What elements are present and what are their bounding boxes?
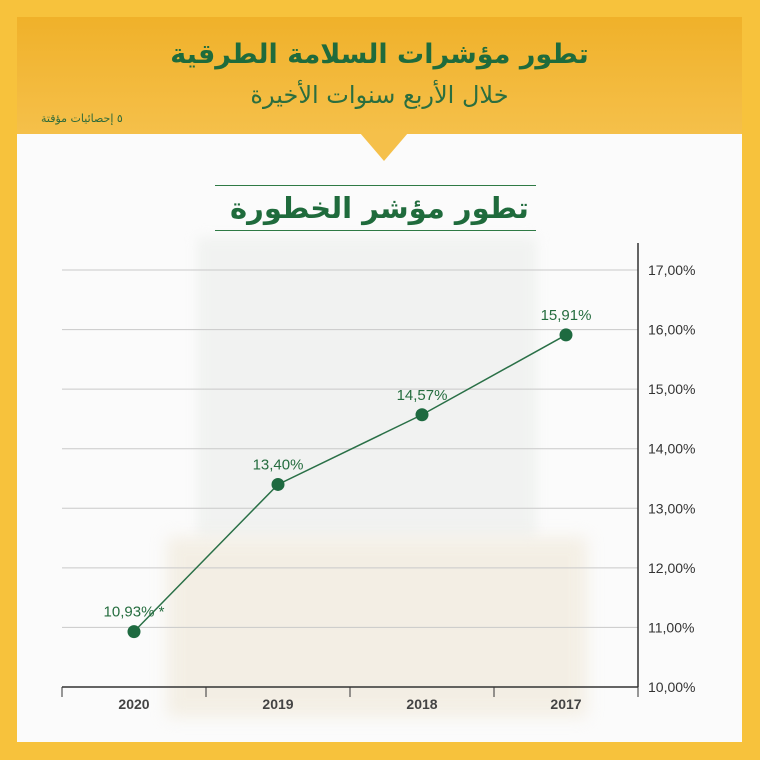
data-label: 14,57% xyxy=(397,387,448,404)
header-pointer xyxy=(360,133,408,161)
y-tick-label: 10,00% xyxy=(648,679,695,695)
x-tick-label: 2017 xyxy=(550,696,581,712)
data-point xyxy=(559,328,573,342)
background-photo-overlay xyxy=(197,237,537,537)
series-line xyxy=(133,334,567,633)
y-tick-label: 17,00% xyxy=(648,262,695,278)
x-tick-label: 2018 xyxy=(406,696,437,712)
footnote: ٥ إحصائيات مؤقتة xyxy=(41,112,123,125)
header-banner: تطور مؤشرات السلامة الطرقية خلال الأربع … xyxy=(17,17,742,134)
page-subtitle: خلال الأربع سنوات الأخيرة xyxy=(250,81,509,109)
y-tick-label: 11,00% xyxy=(648,619,694,635)
y-tick-label: 12,00% xyxy=(648,560,695,576)
x-tick-label: 2020 xyxy=(118,696,149,712)
page-title: تطور مؤشرات السلامة الطرقية xyxy=(170,39,589,70)
chart-title: تطور مؤشر الخطورة xyxy=(230,191,529,225)
y-tick-label: 14,00% xyxy=(648,441,695,457)
data-point xyxy=(271,477,285,491)
y-tick-label: 15,00% xyxy=(648,381,695,397)
data-label: 10,93% * xyxy=(104,604,165,621)
data-label: 15,91% xyxy=(541,307,592,324)
chart-title-rule-top xyxy=(215,185,536,186)
data-point xyxy=(415,408,429,422)
x-tick-label: 2019 xyxy=(262,696,293,712)
data-label: 13,40% xyxy=(253,456,304,473)
infographic-card: تطور مؤشرات السلامة الطرقية خلال الأربع … xyxy=(17,17,742,742)
chart-title-rule-bottom xyxy=(215,230,536,231)
y-tick-label: 13,00% xyxy=(648,500,695,516)
data-point xyxy=(127,625,141,639)
y-tick-label: 16,00% xyxy=(648,322,695,338)
